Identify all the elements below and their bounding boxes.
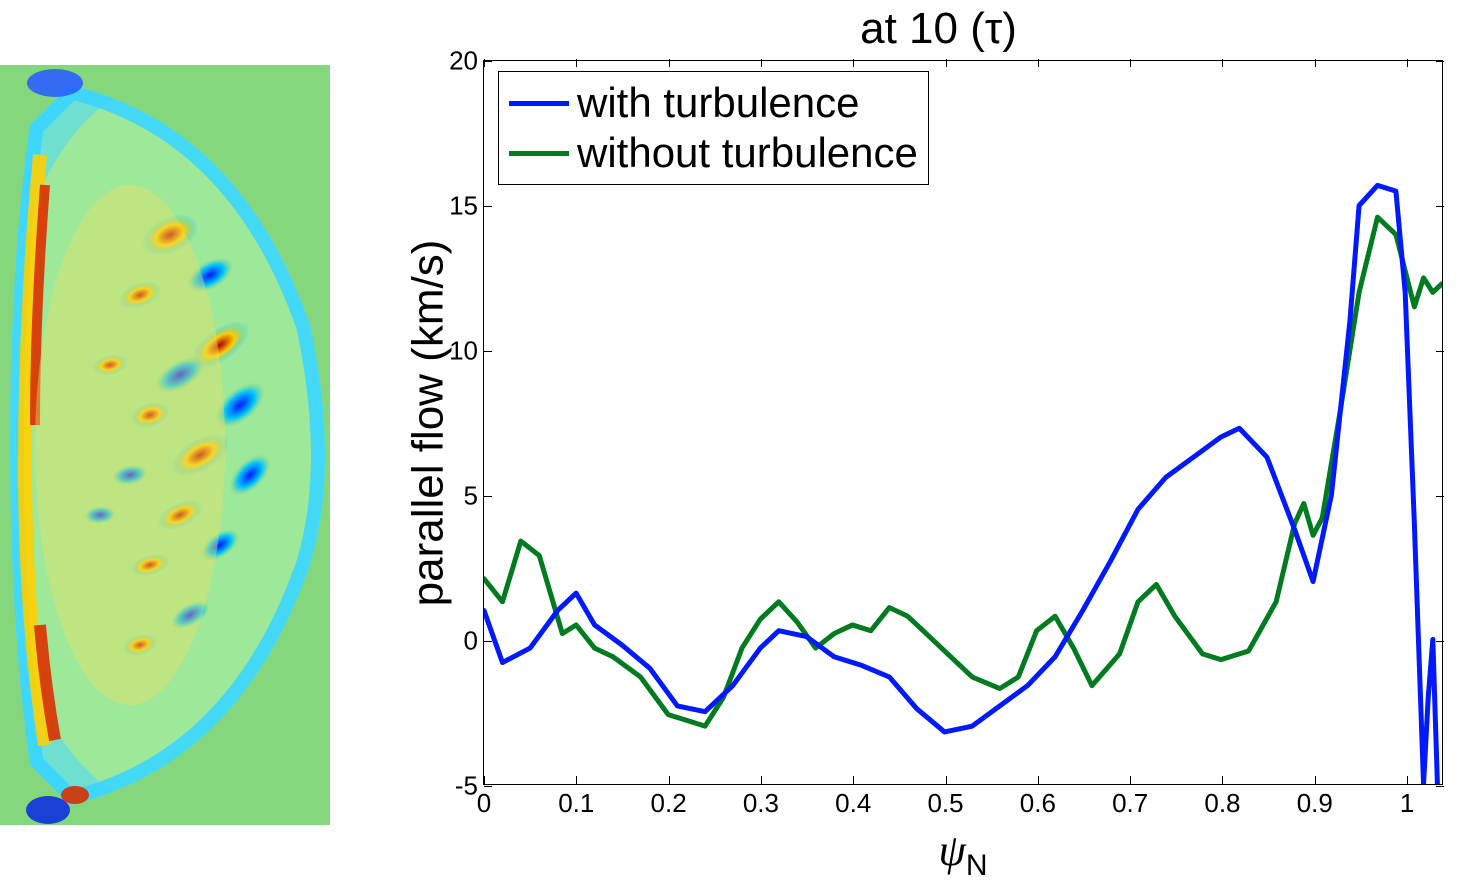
x-axis-label: ψN <box>483 825 1443 883</box>
y-tick-mark <box>484 496 492 497</box>
y-tick-mark <box>484 206 492 207</box>
x-tick-label: 0.1 <box>558 784 594 819</box>
y-tick-label: 15 <box>449 191 484 222</box>
y-tick-label: 5 <box>464 481 484 512</box>
y-tick-mark <box>484 641 492 642</box>
x-tick-mark <box>1222 776 1223 784</box>
chart-title: at 10 (τ) <box>398 4 1479 54</box>
x-tick-mark <box>853 776 854 784</box>
series-with <box>484 185 1437 784</box>
legend-swatch-with <box>509 101 569 106</box>
legend-label-with: with turbulence <box>577 79 860 127</box>
x-tick-label: 1 <box>1400 784 1414 819</box>
x-tick-label: 0.7 <box>1112 784 1148 819</box>
legend: with turbulence without turbulence <box>498 71 929 185</box>
x-tick-mark <box>946 776 947 784</box>
x-tick-mark <box>1038 776 1039 784</box>
x-tick-label: 0.8 <box>1204 784 1240 819</box>
x-tick-label: 0.6 <box>1020 784 1056 819</box>
x-tick-mark <box>1315 776 1316 784</box>
figure-container: at 10 (τ) parallel flow (km/s) with turb… <box>0 0 1479 885</box>
x-tick-mark <box>1130 776 1131 784</box>
x-tick-mark <box>761 776 762 784</box>
heatmap-svg <box>0 65 330 825</box>
x-tick-label: 0 <box>477 784 491 819</box>
x-tick-label: 0.9 <box>1297 784 1333 819</box>
plot-area: with turbulence without turbulence -5051… <box>483 60 1443 785</box>
y-tick-label: 20 <box>449 46 484 77</box>
line-chart: at 10 (τ) parallel flow (km/s) with turb… <box>398 0 1479 885</box>
legend-swatch-without <box>509 151 569 156</box>
y-tick-mark <box>484 351 492 352</box>
y-axis-label: parallel flow (km/s) <box>408 60 448 785</box>
legend-label-without: without turbulence <box>577 129 918 177</box>
y-tick-label: 0 <box>464 626 484 657</box>
x-tick-mark <box>1407 776 1408 784</box>
x-tick-label: 0.3 <box>743 784 779 819</box>
legend-item-without: without turbulence <box>509 128 918 178</box>
y-tick-mark <box>484 61 492 62</box>
x-tick-label: 0.5 <box>927 784 963 819</box>
x-tick-label: 0.2 <box>651 784 687 819</box>
x-tick-mark <box>484 776 485 784</box>
x-tick-label: 0.4 <box>835 784 871 819</box>
poloidal-heatmap <box>0 65 330 825</box>
legend-item-with: with turbulence <box>509 78 918 128</box>
x-tick-mark <box>576 776 577 784</box>
x-tick-mark <box>669 776 670 784</box>
y-tick-label: 10 <box>449 336 484 367</box>
